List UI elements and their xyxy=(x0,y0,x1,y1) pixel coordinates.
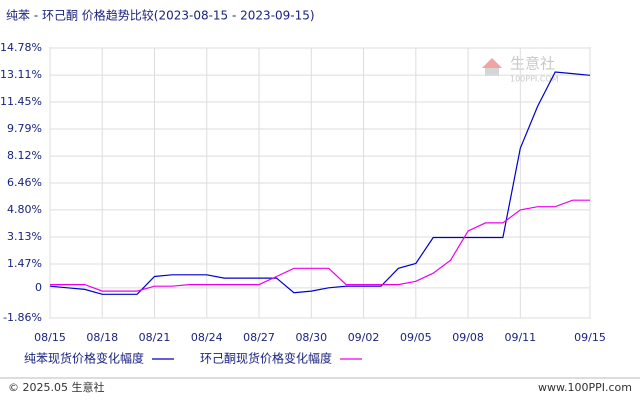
legend-label: 纯苯现货价格变化幅度 xyxy=(24,351,144,366)
x-tick-label: 09/02 xyxy=(348,331,380,344)
y-tick-label: 14.78% xyxy=(0,41,42,54)
watermark: 生意社 100PPI.COM xyxy=(482,55,559,84)
x-tick-label: 08/27 xyxy=(243,331,275,344)
x-tick-label: 09/08 xyxy=(452,331,484,344)
x-tick-label: 08/24 xyxy=(191,331,223,344)
y-tick-label: 4.80% xyxy=(7,203,42,216)
y-tick-label: -1.86% xyxy=(3,311,42,324)
legend-label: 环己酮现货价格变化幅度 xyxy=(200,351,332,366)
y-tick-label: 8.12% xyxy=(7,149,42,162)
watermark-sub: 100PPI.COM xyxy=(510,75,559,84)
x-tick-label: 09/15 xyxy=(574,331,606,344)
y-tick-label: 9.79% xyxy=(7,122,42,135)
y-tick-label: 6.46% xyxy=(7,176,42,189)
series-line xyxy=(50,199,590,292)
footer-right: www.100PPI.com xyxy=(538,381,632,394)
x-tick-label: 09/11 xyxy=(504,331,536,344)
x-tick-label: 08/18 xyxy=(86,331,118,344)
y-tick-label: 11.45% xyxy=(0,95,42,108)
series-line xyxy=(49,71,591,295)
y-tick-label: 0 xyxy=(35,281,42,294)
x-tick-label: 08/15 xyxy=(34,331,66,344)
footer-left: © 2025.05 生意社 xyxy=(8,380,104,394)
watermark-icon xyxy=(485,68,499,76)
watermark-text: 生意社 xyxy=(510,55,555,73)
y-tick-label: 1.47% xyxy=(7,257,42,270)
x-tick-label: 08/21 xyxy=(139,331,171,344)
x-tick-label: 09/05 xyxy=(400,331,432,344)
x-tick-label: 08/30 xyxy=(295,331,327,344)
chart-title: 纯苯 - 环己酮 价格趋势比较(2023-08-15 - 2023-09-15) xyxy=(6,8,315,23)
y-tick-label: 3.13% xyxy=(7,230,42,243)
watermark-icon xyxy=(482,58,502,68)
y-tick-label: 13.11% xyxy=(0,68,42,81)
